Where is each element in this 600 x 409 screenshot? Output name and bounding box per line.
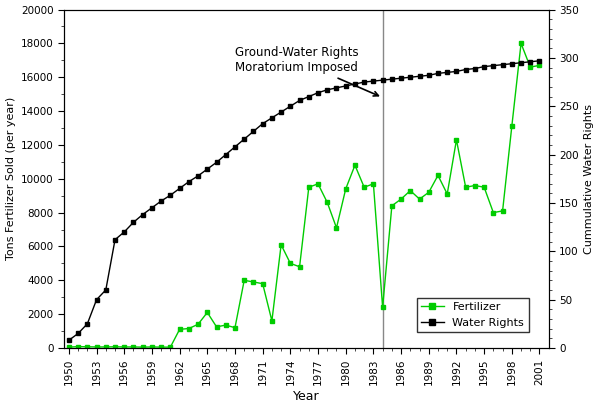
Water Rights <box>536 58 543 63</box>
Line: Fertilizer: Fertilizer <box>67 41 542 350</box>
Y-axis label: Tons Fertilizer Sold (per year): Tons Fertilizer Sold (per year) <box>5 97 16 261</box>
Water Rights <box>370 79 377 83</box>
Fertilizer <box>352 163 359 168</box>
Fertilizer <box>287 261 294 266</box>
Water Rights <box>102 288 109 292</box>
Water Rights <box>232 144 239 149</box>
Fertilizer <box>517 41 524 46</box>
Water Rights <box>287 104 294 109</box>
Fertilizer <box>232 325 239 330</box>
Fertilizer <box>536 63 543 68</box>
Fertilizer <box>370 181 377 186</box>
X-axis label: Year: Year <box>293 391 320 403</box>
Legend: Fertilizer, Water Rights: Fertilizer, Water Rights <box>417 298 529 332</box>
Water Rights <box>499 62 506 67</box>
Water Rights <box>352 81 359 86</box>
Water Rights <box>65 338 73 343</box>
Fertilizer <box>499 209 506 213</box>
Fertilizer <box>65 345 73 350</box>
Text: Ground-Water Rights
Moratorium Imposed: Ground-Water Rights Moratorium Imposed <box>235 46 379 96</box>
Line: Water Rights: Water Rights <box>67 58 542 343</box>
Y-axis label: Cummulative Water Rights: Cummulative Water Rights <box>584 104 595 254</box>
Fertilizer <box>102 344 109 349</box>
